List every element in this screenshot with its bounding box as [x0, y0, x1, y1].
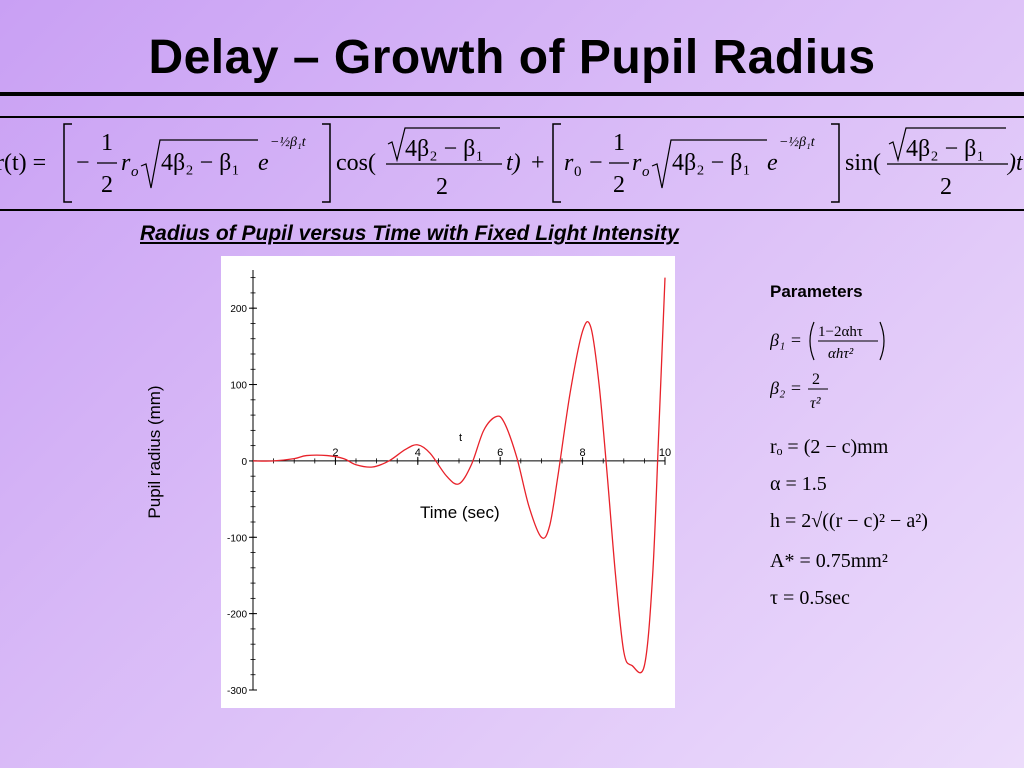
x-tick-label: 2 [332, 447, 338, 459]
beta2-equation: β₂ = 2 τ² [769, 368, 970, 420]
y-tick-label: -100 [227, 533, 247, 544]
title-underline [0, 92, 1024, 96]
y-tick-label: -200 [227, 610, 247, 621]
formula-tail: )t [1006, 150, 1024, 176]
formula-minus-2: − [589, 150, 603, 176]
beta1-den: αhτ² [828, 346, 854, 362]
x-tick-label: 10 [659, 447, 671, 459]
formula-cos-t: t) [506, 150, 521, 176]
formula-exp-power-1: −½β₁t [270, 135, 307, 150]
formula-ro-2: r [632, 150, 642, 176]
formula-cos-arg-num: 4β₂ − β₁ [405, 136, 484, 162]
formula-sin-arg-num: 4β₂ − β₁ [906, 136, 985, 162]
series-line [252, 277, 666, 674]
formula-half-den-1: 2 [101, 172, 113, 198]
formula-half-num-1: 1 [101, 130, 113, 156]
formula-exp-power-2: −½β₁t [779, 135, 816, 150]
formula-top-rule [0, 116, 1024, 118]
x-tick-label: 6 [497, 447, 503, 459]
A-equation: A* = 0.75mm² [770, 550, 888, 572]
formula-half-den-2: 2 [613, 172, 625, 198]
formula-sqrt-expr-2: 4β₂ − β₁ [672, 150, 751, 176]
y-tick-label: 0 [241, 457, 247, 468]
beta1-num: 1−2αhτ [818, 324, 863, 340]
formula-sin-arg-den: 2 [940, 174, 952, 200]
formula-minus-1: − [76, 150, 90, 176]
formula-sin: sin( [845, 150, 881, 176]
formula-sqrt-expr-1: 4β₂ − β₁ [161, 150, 240, 176]
y-tick-label: 100 [230, 381, 247, 392]
formula-r0: r [564, 150, 574, 176]
formula-exp-base-1: e [258, 150, 269, 176]
plot-panel: 2 4 6 8 10 200 100 0 -100 -200 -300 t [221, 256, 675, 708]
parameters-title: Parameters [770, 282, 863, 301]
formula-cos: cos( [336, 150, 376, 176]
beta2-num: 2 [812, 371, 820, 388]
slide-title: Delay – Growth of Pupil Radius [148, 31, 876, 84]
ro-equation: rₒ = (2 − c)mm [770, 436, 889, 458]
line-chart: 2 4 6 8 10 200 100 0 -100 -200 -300 t [227, 270, 671, 697]
formula-plus: + [531, 150, 545, 176]
formula-r0-sub: 0 [574, 164, 582, 180]
beta2-lhs: β₂ = [770, 378, 802, 398]
parameters-panel: Parameters β₁ = 1−2αhτ αhτ² β₂ = 2 τ² rₒ… [769, 282, 1010, 622]
y-tick-label: 200 [230, 304, 247, 315]
h-equation: h = 2√((r − c)² − a²) [770, 510, 928, 532]
alpha-equation: α = 1.5 [770, 473, 827, 495]
beta2-den: τ² [810, 395, 822, 412]
x-tick-label: 8 [580, 447, 586, 459]
formula-ro-1: r [121, 150, 131, 176]
x-tick-label: 4 [415, 447, 421, 459]
formula-half-num-2: 1 [613, 130, 625, 156]
beta1-equation: β₁ = 1−2αhτ αhτ² [769, 316, 970, 372]
formula-ro-sub-2: o [642, 164, 650, 180]
tau-equation: τ = 0.5sec [770, 587, 850, 609]
radius-formula: r(t) = − 1 2 r o 4β₂ − β₁ e −½β₁t cos( 4… [0, 118, 1024, 209]
formula-lhs: r(t) = [0, 150, 46, 176]
y-tick-label: -300 [227, 686, 247, 697]
x-axis-label: Time (sec) [420, 503, 500, 522]
formula-bottom-rule [0, 209, 1024, 211]
formula-exp-base-2: e [767, 150, 778, 176]
formula-ro-sub-1: o [131, 164, 139, 180]
chart-title: Radius of Pupil versus Time with Fixed L… [140, 222, 679, 245]
x-axis-letter: t [459, 432, 462, 444]
formula-cos-arg-den: 2 [436, 174, 448, 200]
y-axis-label: Pupil radius (mm) [145, 385, 164, 519]
beta1-lhs: β₁ = [770, 330, 802, 350]
